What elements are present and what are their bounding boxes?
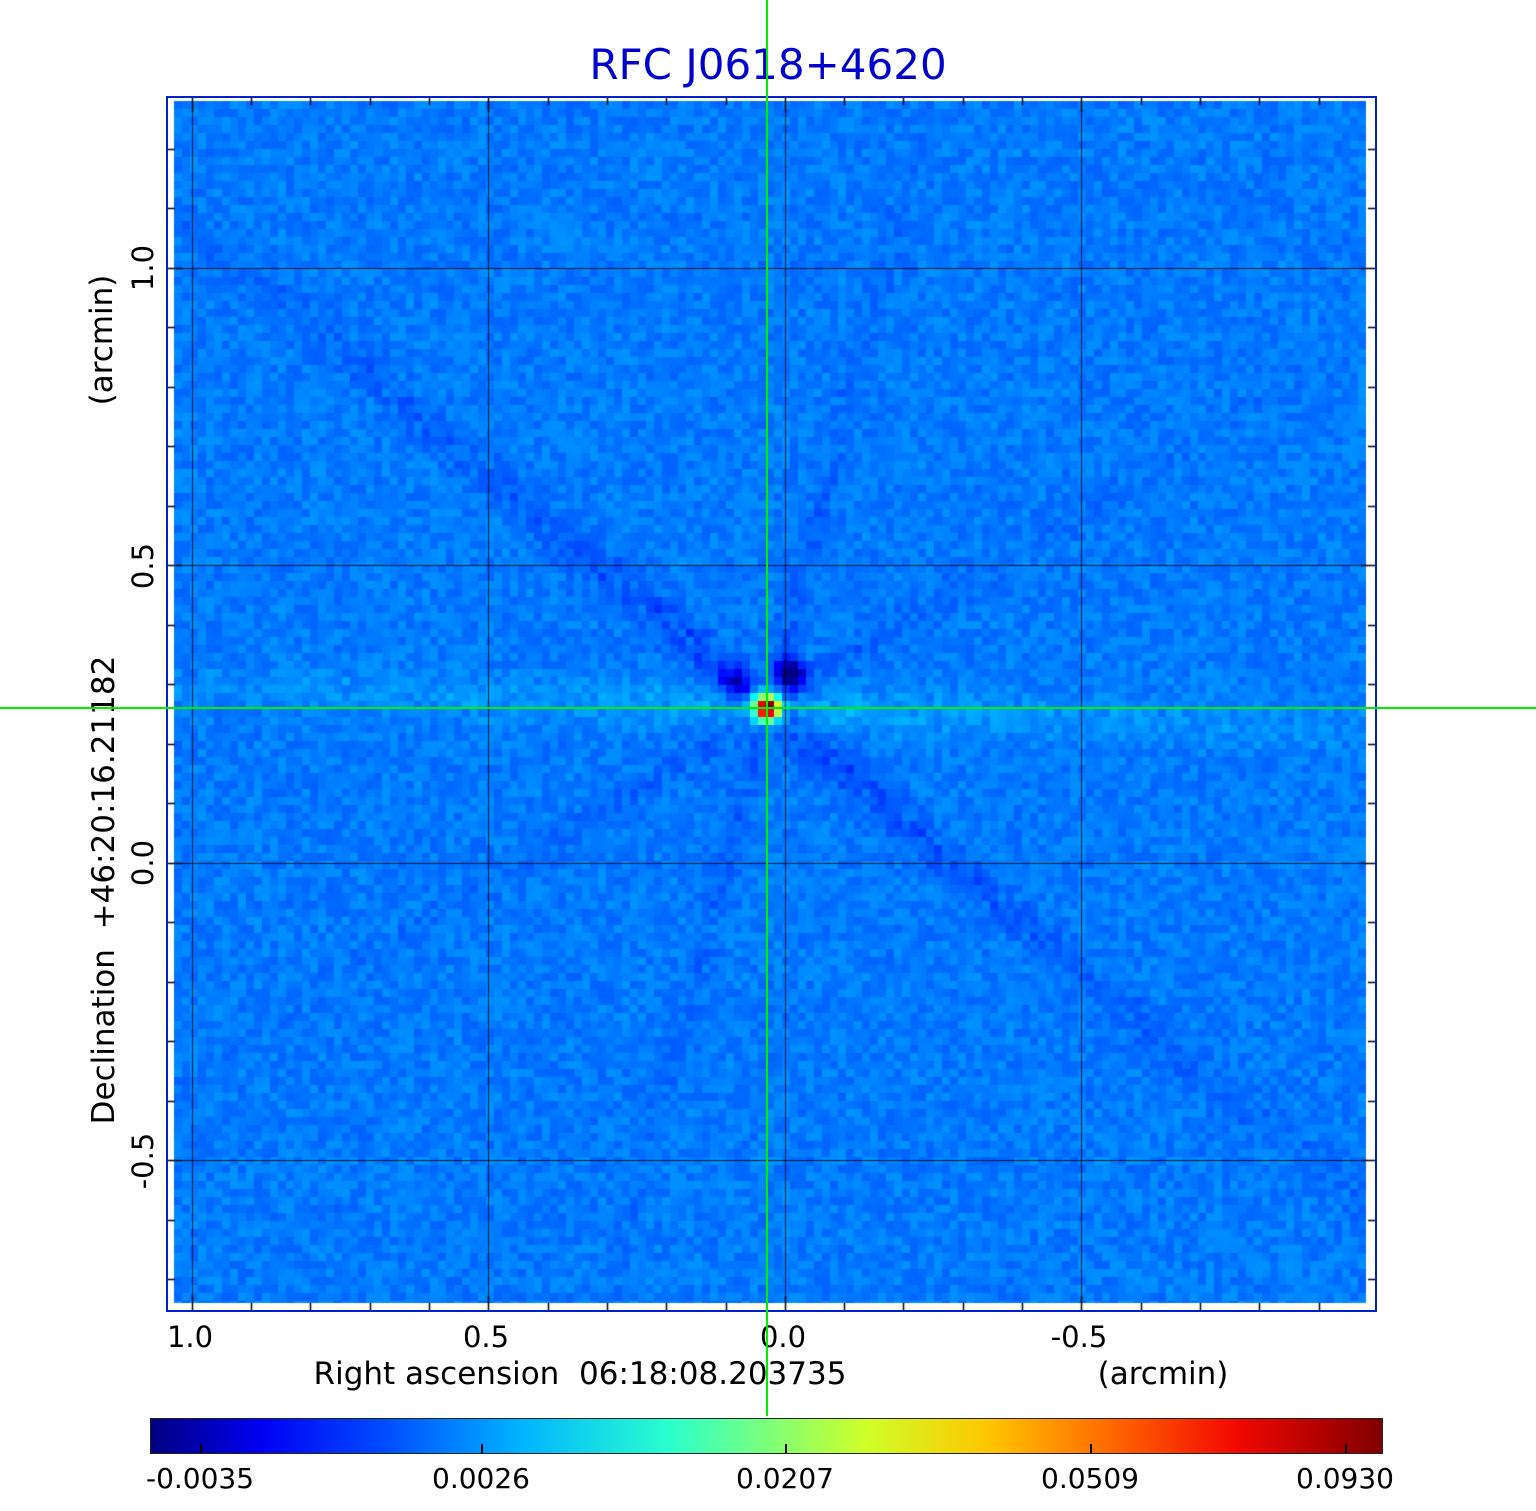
- radio-map-canvas: [168, 98, 1375, 1310]
- colorbar-tick: [200, 1444, 202, 1453]
- y-tick-label: 1.0: [126, 244, 160, 292]
- x-tick-label: 1.0: [166, 1320, 214, 1354]
- colorbar-tick-label: 0.0207: [736, 1462, 834, 1495]
- colorbar: [150, 1418, 1383, 1454]
- colorbar-tick-label: 0.0026: [432, 1462, 530, 1495]
- x-tick-label: 0.5: [462, 1320, 510, 1354]
- colorbar-tick-label: 0.0930: [1296, 1462, 1394, 1495]
- crosshair-horizontal-line: [0, 707, 1536, 709]
- figure-title: RFC J0618+4620: [589, 40, 947, 89]
- colorbar-tick: [481, 1444, 483, 1453]
- x-tick-label: -0.5: [1050, 1320, 1108, 1354]
- x-axis-label: Right ascension 06:18:08.203735: [313, 1356, 847, 1392]
- colorbar-tick-label: 0.0509: [1041, 1462, 1139, 1495]
- colorbar-tick: [1345, 1444, 1347, 1453]
- y-axis-unit-label: (arcmin): [84, 274, 120, 406]
- colorbar-tick-label: -0.0035: [145, 1462, 255, 1495]
- y-axis-label: Declination +46:20:16.21182: [86, 655, 122, 1125]
- x-axis-unit-label: (arcmin): [1097, 1356, 1229, 1392]
- plot-area: [166, 96, 1377, 1312]
- colorbar-tick: [785, 1444, 787, 1453]
- colorbar-tick: [1090, 1444, 1092, 1453]
- y-tick-label: 0.5: [126, 542, 160, 590]
- y-tick-label: -0.5: [126, 1132, 160, 1190]
- y-tick-label: 0.0: [126, 839, 160, 887]
